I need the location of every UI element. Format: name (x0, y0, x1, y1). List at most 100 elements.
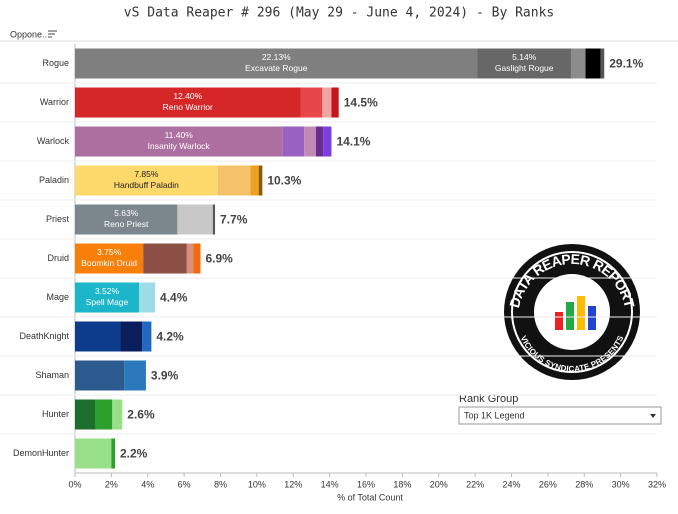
segment-value-label: 22.13% (262, 52, 291, 62)
bar-segment (75, 243, 144, 274)
x-tick-label: 18% (393, 479, 411, 489)
bar-segment (75, 399, 96, 430)
bar-segment (75, 165, 218, 196)
total-label: 14.1% (336, 135, 370, 149)
segment-name-label: Handbuff Paladin (114, 180, 179, 190)
bar-segment (120, 321, 143, 352)
bar-segment (95, 399, 113, 430)
bar-segment (250, 165, 259, 196)
bar-segment (570, 48, 586, 79)
bar-segment (217, 165, 251, 196)
x-tick-label: 4% (141, 479, 154, 489)
segment-value-label: 12.40% (173, 91, 202, 101)
x-tick-label: 22% (466, 479, 484, 489)
bar-segment (75, 321, 121, 352)
x-tick-label: 0% (68, 479, 81, 489)
segment-value-label: 3.52% (95, 286, 120, 296)
bar-segment (143, 243, 187, 274)
x-tick-label: 8% (214, 479, 227, 489)
total-label: 4.2% (156, 330, 184, 344)
total-label: 7.7% (220, 213, 248, 227)
x-tick-label: 6% (178, 479, 191, 489)
segment-value-label: 7.85% (134, 169, 159, 179)
total-label: 2.6% (127, 408, 155, 422)
bar-segment (75, 438, 112, 469)
category-label: Warlock (37, 136, 70, 146)
segment-value-label: 3.75% (97, 247, 122, 257)
bar-segment (142, 321, 152, 352)
segment-name-label: Reno Priest (104, 219, 149, 229)
bar-segment (112, 399, 123, 430)
total-label: 14.5% (344, 96, 378, 110)
bar-segment (193, 243, 201, 274)
x-tick-label: 16% (357, 479, 375, 489)
bar-segment (186, 243, 194, 274)
category-label: DeathKnight (19, 331, 69, 341)
chart-title: vS Data Reaper # 296 (May 29 - June 4, 2… (124, 6, 554, 21)
x-tick-label: 10% (248, 479, 266, 489)
segment-value-label: 5.63% (114, 208, 139, 218)
x-axis-label: % of Total Count (337, 492, 403, 502)
x-tick-label: 14% (321, 479, 339, 489)
category-label: DemonHunter (13, 448, 69, 458)
bar-segment (75, 126, 283, 157)
category-label: Rogue (42, 58, 69, 68)
segment-name-label: Gaslight Rogue (495, 63, 554, 73)
bar-segment (139, 282, 156, 313)
segment-value-label: 5.14% (512, 52, 537, 62)
segment-name-label: Boomkin Druid (81, 258, 137, 268)
segment-name-label: Excavate Rogue (245, 63, 308, 73)
bar-segment (600, 48, 605, 79)
total-label: 29.1% (609, 57, 643, 71)
filter-selected[interactable]: Top 1K Legend (464, 410, 525, 420)
total-label: 6.9% (205, 252, 233, 266)
x-tick-label: 26% (539, 479, 557, 489)
bar-segment (323, 126, 332, 157)
category-label: Warrior (40, 97, 69, 107)
bar-segment (124, 360, 146, 391)
bar-segment (315, 126, 324, 157)
logo: DATA REAPER REPORT VICIOUS SYNDICATE PRE… (504, 244, 640, 380)
x-tick-label: 30% (612, 479, 630, 489)
bar-segment (212, 204, 216, 235)
total-label: 2.2% (120, 447, 148, 461)
filter-dropdown[interactable] (458, 406, 662, 425)
bar-segment (75, 360, 125, 391)
x-tick-label: 2% (105, 479, 118, 489)
bar-segment (75, 87, 301, 118)
bar-segment (75, 282, 140, 313)
bar-segment (75, 204, 178, 235)
category-label: Paladin (39, 175, 69, 185)
filter-label: Rank Group (459, 393, 518, 405)
x-tick-label: 24% (502, 479, 520, 489)
category-label: Mage (46, 292, 69, 302)
bar-segment (300, 87, 323, 118)
row-header[interactable]: Oppone.. (10, 29, 47, 39)
x-tick-label: 20% (430, 479, 448, 489)
segment-name-label: Reno Warrior (163, 102, 213, 112)
category-label: Priest (46, 214, 70, 224)
bar-segment (111, 438, 116, 469)
sort-icon[interactable] (48, 30, 57, 38)
bar-segment (177, 204, 213, 235)
bar-segment (75, 48, 478, 79)
x-tick-label: 32% (648, 479, 666, 489)
category-label: Shaman (35, 370, 69, 380)
category-label: Hunter (42, 409, 69, 419)
bar-segment (282, 126, 305, 157)
segment-value-label: 11.40% (165, 130, 194, 140)
bar-segment (304, 126, 316, 157)
x-tick-label: 28% (575, 479, 593, 489)
segment-name-label: Insanity Warlock (148, 141, 211, 151)
bar-segment (322, 87, 332, 118)
total-label: 10.3% (267, 174, 301, 188)
bar-segment (258, 165, 263, 196)
bar-segment (331, 87, 339, 118)
x-tick-label: 12% (284, 479, 302, 489)
dropdown-arrow[interactable] (650, 414, 656, 418)
total-label: 3.9% (151, 369, 179, 383)
category-label: Druid (47, 253, 69, 263)
bar-segment (585, 48, 601, 79)
bar-segment (477, 48, 571, 79)
